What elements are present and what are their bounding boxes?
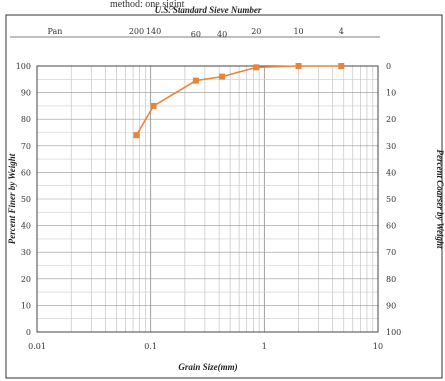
y2-tick-label-90: 90 [386,301,396,310]
chart-frame [5,14,443,379]
y2-tick-label-70: 70 [386,248,396,257]
y2-tick-label-10: 10 [386,89,396,98]
y-tick-label-70: 70 [21,142,31,151]
x-tick-label-10: 10 [373,342,383,351]
x-tick-label-1: 1 [262,342,267,351]
data-point-0-2 [192,77,199,84]
data-point-0-5 [295,63,302,69]
y2-tick-label-0: 0 [386,62,391,71]
x-axis-title: Grain Size(mm) [178,362,237,372]
y-tick-label-40: 40 [21,222,31,231]
y2-tick-label-40: 40 [386,168,396,177]
sieve-label-140: 140 [146,27,161,36]
grid [36,65,378,333]
y-tick-label-30: 30 [21,248,31,257]
sieve-label-60: 60 [191,30,201,39]
y-tick-label-90: 90 [21,89,31,98]
sieve-label-40: 40 [217,30,227,39]
sieve-label-10: 10 [293,27,303,36]
y-tick-label-60: 60 [21,168,31,177]
y-tick-label-0: 0 [26,328,31,337]
plot-area [36,65,379,333]
y-tick-label-50: 50 [21,195,31,204]
sieve-label-200: 200 [129,27,144,36]
x-tick-label-0.1: 0.1 [144,342,157,351]
y-tick-label-100: 100 [16,62,31,71]
data-point-0-0 [133,132,140,139]
y-axis-title: Percent Finer by Weight [7,153,17,244]
sieve-labels: Pan 200 140 60 40 20 10 4 [48,27,344,39]
y-tick-label-80: 80 [21,115,31,124]
y-tick-label-10: 10 [21,301,31,310]
sieve-label-Pan: Pan [48,27,63,36]
y2-axis-title: Percent Coarser by Weight [435,150,445,249]
series-group [133,63,345,139]
y2-tick-label-20: 20 [386,115,396,124]
data-point-0-4 [253,64,260,71]
y2-tick-label-50: 50 [386,195,396,204]
x-tick-label-0.01: 0.01 [28,342,46,351]
y2-tick-label-80: 80 [386,275,396,284]
data-point-0-1 [150,102,157,109]
y2-tick-label-30: 30 [386,142,396,151]
y-tick-label-20: 20 [21,275,31,284]
y-axis-ticks: 0 10 20 30 40 50 60 70 80 90 100 [16,62,31,337]
x-axis-ticks: 0.01 0.1 1 10 [28,342,383,351]
y2-tick-label-60: 60 [386,222,396,231]
sieve-label-4: 4 [339,27,344,36]
data-point-0-3 [219,73,226,80]
data-point-0-6 [338,63,345,69]
sieve-axis-title: U.S. Standard Sieve Number [155,5,262,15]
cutoff-text: method: one sigint [110,0,185,10]
y2-tick-label-100: 100 [386,328,401,337]
sieve-label-20: 20 [251,27,261,36]
